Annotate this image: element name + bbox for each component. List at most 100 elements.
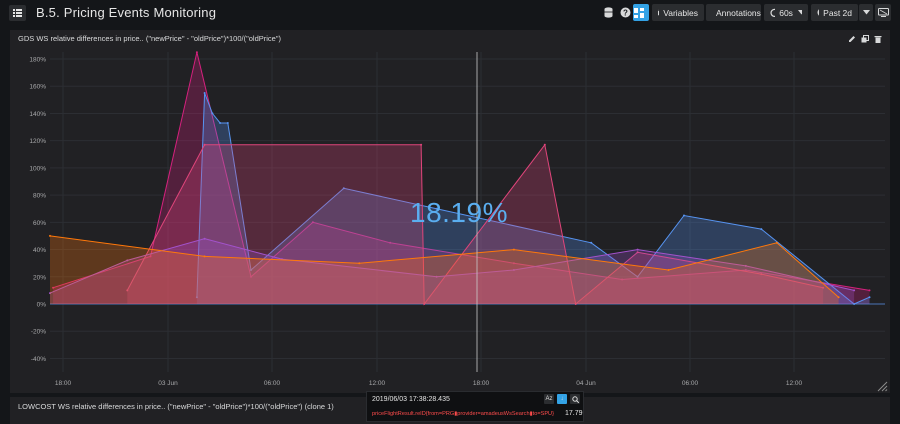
series-point — [744, 269, 747, 271]
annotations-button[interactable]: Annotations — [706, 4, 761, 21]
series-area — [53, 52, 870, 305]
series-area — [50, 238, 855, 304]
time-range-dropdown-button[interactable] — [859, 4, 873, 21]
series-point — [543, 143, 546, 146]
series-point — [760, 273, 763, 276]
database-icon — [604, 7, 612, 18]
panel-resize-handle-icon[interactable] — [876, 380, 888, 392]
panel-title[interactable]: GDS WS relative differences in price.. (… — [18, 34, 282, 43]
series-point — [590, 241, 593, 244]
series-point — [636, 275, 639, 278]
series-point — [744, 264, 747, 267]
series-point — [203, 143, 206, 146]
series-point — [211, 112, 214, 115]
y-tick-label: -40% — [31, 356, 46, 363]
tooltip-time: 2019/06/03 17:38:28.435 — [372, 396, 450, 403]
x-tick-label: 12:00 — [786, 380, 803, 387]
series-line — [196, 92, 870, 305]
time-range-label: Past 2d — [823, 7, 852, 18]
trash-icon[interactable] — [874, 35, 882, 43]
y-tick-label: 140% — [29, 111, 46, 118]
refresh-interval-button[interactable]: 60s — [764, 4, 808, 21]
y-tick-label: 100% — [29, 165, 46, 172]
cube-icon — [658, 9, 660, 16]
duplicate-icon[interactable] — [861, 35, 869, 43]
panel-actions — [848, 35, 882, 43]
series-point — [868, 289, 871, 292]
help-button[interactable]: ? — [619, 4, 631, 21]
series-point — [868, 296, 871, 299]
series-point — [435, 275, 438, 278]
series-point — [853, 289, 856, 292]
series-point — [683, 214, 685, 217]
refresh-interval-label: 60s — [779, 7, 793, 18]
dashboard-menu-button[interactable] — [9, 5, 26, 21]
series-point — [149, 255, 152, 258]
series-point — [126, 259, 129, 262]
series-point — [621, 278, 624, 281]
time-range-picker[interactable]: Past 2d — [811, 4, 858, 21]
clock-icon — [817, 9, 820, 16]
y-tick-label: 180% — [29, 57, 46, 64]
panel-title[interactable]: LOWCOST WS relative differences in price… — [18, 402, 334, 411]
tooltip-actions: Az ↓ — [544, 394, 580, 404]
series-point — [203, 255, 206, 258]
y-tick-label: 160% — [29, 84, 46, 91]
series-point — [203, 237, 206, 240]
series-point — [250, 275, 252, 278]
y-tick-label: 40% — [33, 247, 46, 254]
tooltip-series-value: 17.79 — [565, 410, 583, 417]
edit-icon[interactable] — [848, 35, 856, 43]
caret-down-icon — [797, 10, 802, 15]
annotations-label: Annotations — [716, 7, 761, 18]
series-area — [196, 93, 870, 304]
variables-button[interactable]: Variables — [652, 4, 704, 21]
hover-big-value: 18.19% — [410, 197, 508, 228]
series-area — [127, 144, 824, 304]
series-point — [195, 296, 198, 299]
top-bar: B.5. Pricing Events Monitoring ? Variabl… — [0, 0, 900, 26]
variables-label: Variables — [663, 7, 698, 18]
y-tick-label: 60% — [33, 220, 46, 227]
series-point — [853, 303, 856, 305]
series-point — [512, 262, 515, 265]
series-point — [49, 292, 51, 295]
series-point — [435, 207, 438, 210]
tv-mode-button[interactable] — [875, 4, 891, 21]
x-tick-label: 18:00 — [55, 380, 72, 387]
series-point — [52, 286, 55, 289]
series-point — [574, 303, 577, 305]
question-circle-icon: ? — [620, 7, 630, 18]
sort-alpha-icon[interactable]: Az — [544, 394, 554, 404]
refresh-icon — [770, 8, 776, 17]
series-point — [311, 221, 314, 224]
search-icon[interactable] — [570, 394, 580, 404]
y-tick-label: -20% — [31, 329, 46, 336]
y-tick-label: 120% — [29, 138, 46, 145]
series-point — [358, 262, 361, 265]
series-point — [423, 303, 426, 305]
series-point — [512, 269, 515, 271]
series-point — [420, 143, 423, 146]
series-point — [512, 248, 515, 251]
sort-value-icon[interactable]: ↓ — [557, 394, 567, 404]
series-point — [342, 187, 345, 190]
series-point — [126, 289, 129, 292]
x-tick-label: 18:00 — [473, 380, 490, 387]
series-point — [636, 251, 639, 254]
series-point — [837, 296, 840, 299]
series-point — [636, 248, 639, 251]
svg-text:?: ? — [623, 8, 628, 17]
view-mode-button[interactable] — [633, 4, 649, 21]
series-point — [49, 234, 51, 237]
dashboard-grid-icon — [634, 7, 644, 18]
series-point — [203, 92, 206, 94]
tooltip-series-name: priceFlightResult.reID{from=PRG▮provider… — [372, 411, 554, 417]
monitor-icon — [877, 8, 889, 17]
graph-tooltip: 2019/06/03 17:38:28.435 Az ↓ priceFlight… — [366, 391, 584, 422]
series-point — [389, 241, 392, 244]
series-point — [219, 122, 222, 124]
save-dashboard-button[interactable] — [602, 4, 614, 21]
dashboard-title[interactable]: B.5. Pricing Events Monitoring — [36, 5, 217, 20]
